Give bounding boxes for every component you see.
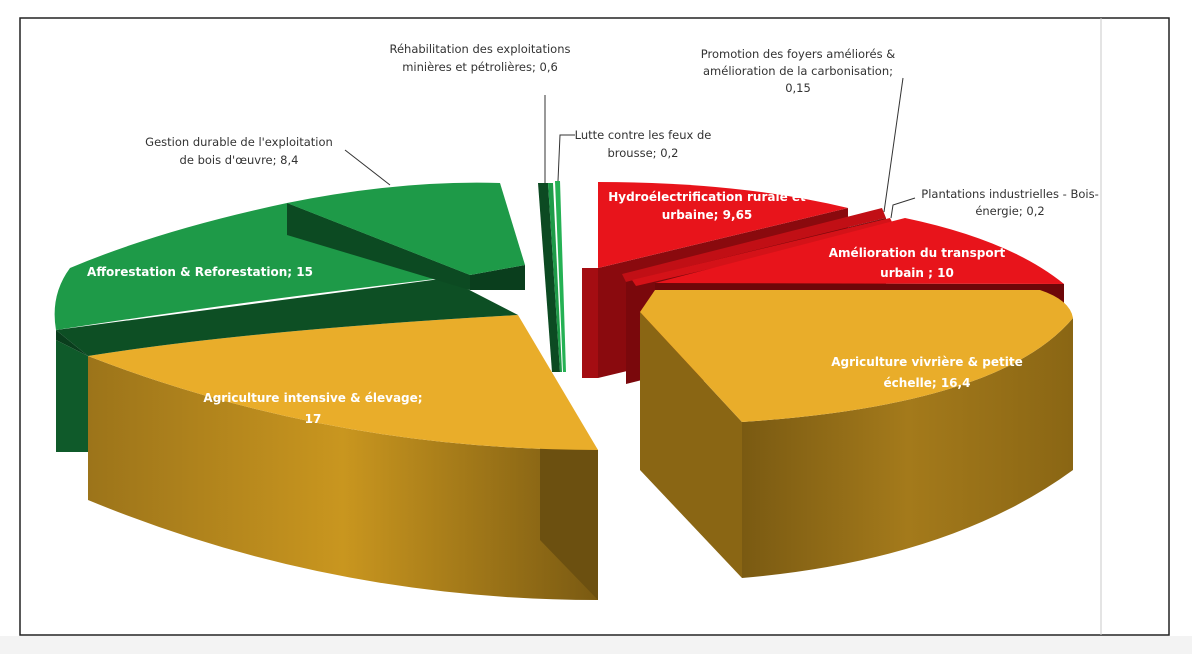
slice-label: Réhabilitation des exploitations minières… bbox=[389, 42, 570, 74]
slice-label-line: Amélioration du transport bbox=[829, 246, 1006, 260]
slice-label: Hydroélectrification rurale et urbaine; 9… bbox=[608, 190, 806, 222]
slice-label: Amélioration du transport urbain ; 10 bbox=[829, 246, 1006, 280]
slice-label-line: 0,15 bbox=[785, 81, 811, 95]
slice-label-line: urbaine; 9,65 bbox=[662, 208, 753, 222]
slice-label-line: Promotion des foyers améliorés & bbox=[701, 47, 895, 61]
slice-gestion-bois bbox=[287, 182, 525, 290]
slice-label: Agriculture vivrière & petite échelle; 16… bbox=[831, 355, 1022, 390]
slice-label-line: 17 bbox=[305, 412, 322, 426]
slice-label-line: de bois d'œuvre; 8,4 bbox=[180, 153, 299, 167]
slice-label-line: Agriculture vivrière & petite bbox=[831, 355, 1022, 369]
slice-label-line: Agriculture intensive & élevage; bbox=[203, 391, 422, 405]
chart-border bbox=[19, 17, 1170, 636]
slice-plantations-industrielles bbox=[632, 218, 894, 286]
slice-label: Plantations industrielles - Bois-énergie… bbox=[921, 187, 1098, 218]
leader-lines bbox=[344, 77, 916, 219]
slice-label-line: urbain ; 10 bbox=[880, 266, 954, 280]
slice-rehabilitation bbox=[538, 183, 562, 372]
slice-labels: Hydroélectrification rurale et urbaine; 9… bbox=[87, 42, 1099, 426]
slice-label-line: minières et pétrolières; 0,6 bbox=[402, 60, 558, 74]
slice-label-line: brousse; 0,2 bbox=[608, 146, 679, 160]
bottom-strip bbox=[0, 636, 1192, 654]
slice-label-line: Gestion durable de l'exploitation bbox=[145, 135, 333, 149]
slice-label-line: Lutte contre les feux de bbox=[575, 128, 712, 142]
slice-label: Gestion durable de l'exploitation de bois… bbox=[145, 135, 333, 167]
slice-feux-brousse bbox=[555, 181, 566, 372]
slice-label-line: Réhabilitation des exploitations bbox=[389, 42, 570, 56]
slice-label-line: énergie; 0,2 bbox=[975, 204, 1044, 218]
slice-label: Afforestation & Reforestation; 15 bbox=[87, 265, 313, 279]
slice-label-line: amélioration de la carbonisation; bbox=[703, 64, 893, 78]
slice-label-line: Hydroélectrification rurale et bbox=[608, 190, 806, 204]
slice-label-line: Plantations industrielles - Bois- bbox=[921, 187, 1098, 201]
slice-label-line: Afforestation & Reforestation; 15 bbox=[87, 265, 313, 279]
slice-label: Lutte contre les feux de brousse; 0,2 bbox=[575, 128, 712, 160]
slice-agriculture-vivriere bbox=[640, 290, 1073, 578]
slice-label: Promotion des foyers améliorés & améliora… bbox=[701, 47, 895, 95]
slice-label: Agriculture intensive & élevage; 17 bbox=[203, 391, 422, 426]
slice-agriculture-intensive bbox=[88, 315, 598, 600]
slice-label-line: échelle; 16,4 bbox=[884, 376, 971, 390]
